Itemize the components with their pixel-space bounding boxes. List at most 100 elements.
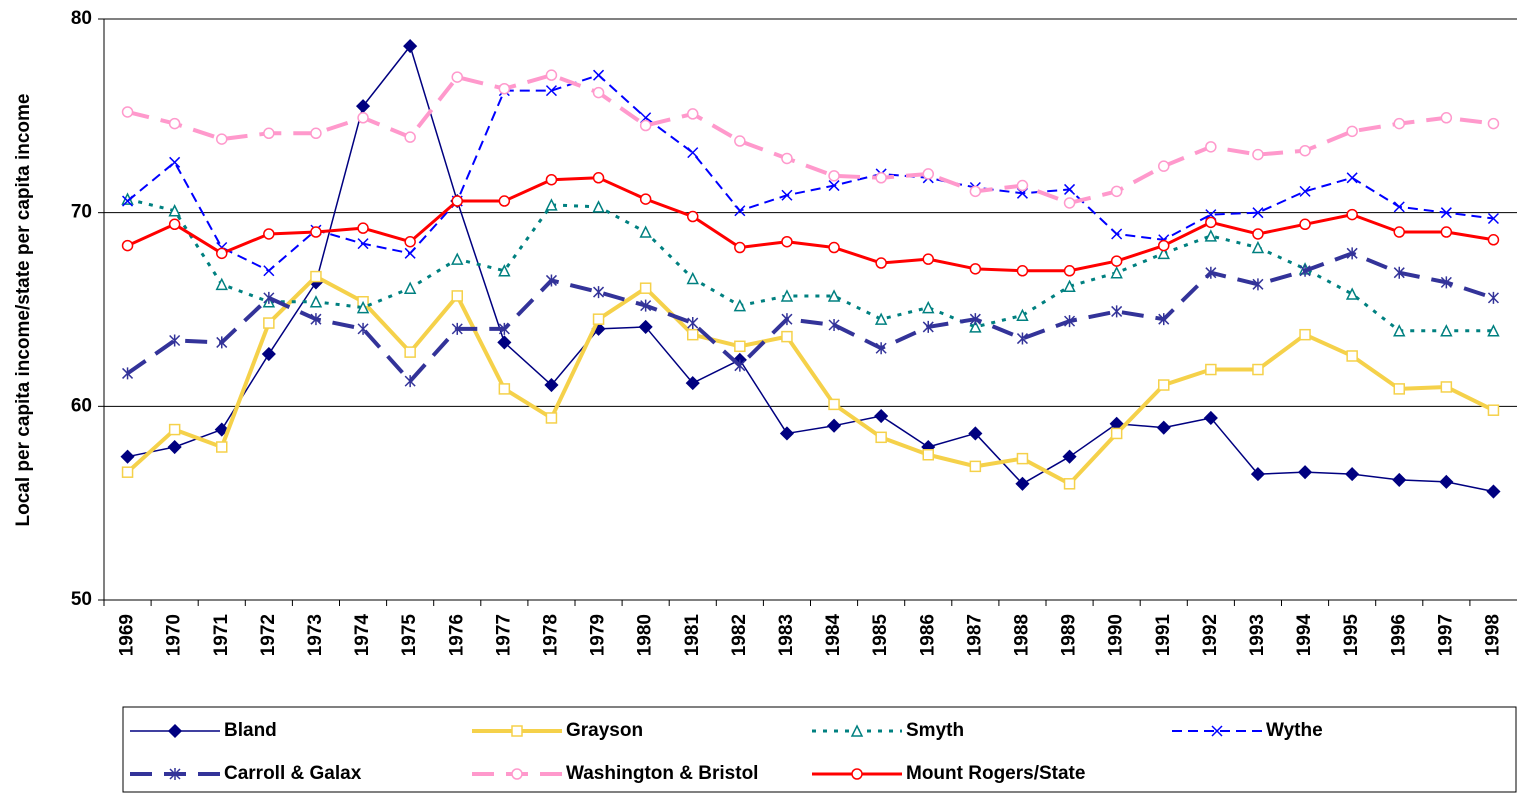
marker bbox=[1250, 467, 1266, 482]
marker bbox=[1345, 287, 1359, 300]
y-tick-label: 50 bbox=[71, 589, 92, 610]
marker bbox=[1063, 279, 1076, 293]
x-tick-label: 1993 bbox=[1247, 614, 1268, 656]
marker bbox=[511, 725, 523, 737]
marker bbox=[1252, 148, 1264, 161]
legend-label: Grayson bbox=[566, 720, 643, 741]
marker bbox=[1062, 449, 1077, 464]
marker bbox=[1063, 265, 1076, 277]
marker bbox=[922, 168, 934, 180]
marker bbox=[1016, 265, 1029, 277]
x-tick-label: 1974 bbox=[352, 614, 373, 657]
x-tick-label: 1980 bbox=[635, 614, 656, 656]
marker bbox=[781, 189, 793, 201]
marker bbox=[828, 318, 840, 331]
marker bbox=[261, 346, 276, 362]
marker bbox=[451, 322, 463, 335]
marker bbox=[1487, 291, 1499, 304]
y-tick-label: 80 bbox=[71, 8, 92, 29]
marker bbox=[1252, 228, 1264, 240]
marker bbox=[1346, 247, 1358, 260]
marker bbox=[215, 277, 228, 291]
marker bbox=[1016, 332, 1028, 345]
marker bbox=[498, 82, 511, 95]
series bbox=[121, 69, 1500, 209]
marker bbox=[1205, 363, 1217, 376]
legend-item: Smyth bbox=[812, 720, 964, 741]
marker bbox=[1157, 246, 1170, 260]
marker bbox=[1299, 218, 1311, 231]
marker bbox=[1393, 117, 1405, 130]
marker bbox=[1440, 381, 1453, 393]
marker bbox=[169, 768, 181, 780]
x-tick-label: 1982 bbox=[729, 614, 750, 656]
marker bbox=[168, 423, 181, 436]
marker bbox=[451, 195, 463, 207]
series bbox=[122, 247, 1499, 388]
marker bbox=[451, 71, 463, 83]
marker bbox=[451, 252, 464, 265]
marker bbox=[121, 239, 134, 252]
marker bbox=[1203, 410, 1218, 426]
marker bbox=[263, 228, 275, 240]
marker bbox=[734, 359, 746, 372]
marker bbox=[263, 127, 275, 140]
marker bbox=[1251, 240, 1265, 254]
marker bbox=[545, 69, 558, 81]
marker bbox=[120, 449, 135, 464]
marker bbox=[1158, 160, 1170, 172]
marker bbox=[687, 328, 699, 341]
marker bbox=[545, 274, 557, 287]
marker bbox=[592, 200, 605, 213]
marker bbox=[404, 235, 416, 248]
marker bbox=[1487, 212, 1499, 225]
marker bbox=[169, 334, 181, 347]
marker bbox=[922, 300, 935, 314]
x-tick-label: 1998 bbox=[1482, 614, 1503, 656]
marker bbox=[1015, 476, 1030, 491]
marker bbox=[969, 313, 981, 326]
marker bbox=[922, 449, 934, 461]
x-tick-label: 1990 bbox=[1106, 614, 1127, 656]
marker bbox=[545, 412, 558, 424]
marker bbox=[1016, 179, 1029, 192]
line bbox=[126, 176, 1494, 273]
marker bbox=[216, 247, 228, 260]
marker bbox=[1064, 183, 1076, 195]
marker bbox=[1158, 239, 1170, 252]
x-tick-label: 1983 bbox=[776, 614, 797, 656]
marker bbox=[1439, 474, 1454, 489]
marker bbox=[1393, 324, 1406, 337]
marker bbox=[734, 241, 746, 254]
marker bbox=[734, 205, 746, 217]
marker bbox=[167, 723, 183, 739]
series bbox=[121, 172, 1500, 277]
marker bbox=[310, 313, 322, 326]
marker bbox=[828, 170, 840, 182]
marker bbox=[451, 290, 463, 302]
y-axis-label: Local per capita income/state per capita… bbox=[13, 94, 34, 527]
marker bbox=[828, 241, 840, 254]
marker bbox=[1393, 383, 1405, 395]
marker bbox=[1393, 266, 1405, 279]
x-tick-label: 1992 bbox=[1200, 614, 1221, 656]
legend-label: Bland bbox=[224, 720, 277, 741]
marker bbox=[969, 460, 982, 473]
marker bbox=[1063, 478, 1076, 490]
marker bbox=[687, 210, 699, 223]
marker bbox=[545, 173, 558, 186]
marker bbox=[1252, 207, 1264, 219]
legend-item: Bland bbox=[130, 720, 277, 741]
series bbox=[121, 192, 1500, 337]
marker bbox=[1440, 324, 1453, 337]
marker bbox=[1487, 117, 1500, 130]
marker bbox=[168, 204, 181, 217]
marker bbox=[639, 193, 652, 205]
x-tick-label: 1984 bbox=[823, 614, 844, 657]
marker bbox=[1440, 226, 1453, 238]
marker bbox=[545, 85, 557, 97]
marker bbox=[593, 286, 605, 299]
marker bbox=[851, 768, 863, 780]
marker bbox=[357, 112, 369, 124]
marker bbox=[404, 247, 416, 259]
